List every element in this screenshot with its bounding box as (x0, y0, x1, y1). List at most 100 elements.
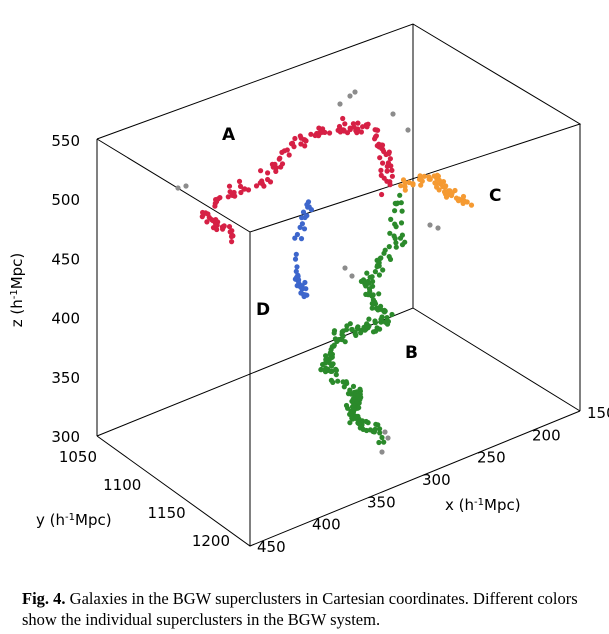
point-A (347, 126, 353, 133)
y-tick-label: 1150 (148, 504, 186, 522)
y-axis-title: y (h-1Mpc) (36, 511, 112, 529)
point-B (377, 430, 383, 436)
tick-labels: 300 350 400 450 500 550 1050 1100 1150 1200 150 200… (51, 132, 609, 556)
point-A (312, 132, 318, 139)
point-B (376, 257, 382, 264)
point-B (356, 405, 362, 411)
point-A (297, 133, 303, 139)
point-A (389, 173, 395, 179)
point-C (443, 194, 450, 200)
point-C (456, 196, 462, 202)
point-B (331, 328, 338, 334)
point-B (377, 426, 383, 432)
point-B (323, 353, 329, 359)
point-C (452, 187, 458, 194)
point-B (376, 439, 382, 446)
point-B (355, 326, 361, 332)
point-B (397, 192, 403, 198)
point-other (183, 183, 189, 189)
point-A (381, 175, 387, 181)
caption-fig-label: Fig. 4. (22, 589, 66, 608)
point-A (272, 161, 278, 167)
point-A (379, 142, 386, 148)
point-B (370, 300, 376, 307)
point-A (355, 126, 361, 132)
point-B (329, 363, 335, 369)
point-A (340, 115, 346, 122)
point-B (380, 267, 386, 273)
point-A (387, 156, 393, 162)
point-A (364, 124, 370, 130)
point-B (353, 415, 359, 421)
point-C (440, 179, 447, 185)
point-C (442, 184, 448, 190)
point-B (347, 420, 353, 426)
point-A (265, 170, 271, 176)
point-B (392, 221, 398, 227)
point-B (369, 274, 375, 280)
point-B (378, 306, 384, 312)
x-axis-title: x (h-1Mpc) (445, 496, 521, 514)
point-B (362, 327, 368, 333)
point-A (257, 180, 263, 186)
z-tick-label: 300 (51, 428, 80, 446)
point-other (342, 265, 348, 271)
point-A (230, 233, 236, 239)
point-A (199, 214, 205, 220)
x-tick-label: 350 (367, 493, 396, 511)
point-B (381, 439, 387, 445)
point-A (303, 138, 309, 144)
point-B (353, 332, 359, 338)
point-D (294, 231, 300, 238)
point-A (276, 156, 282, 162)
scatter-3d-chart: 300 350 400 450 500 550 1050 1100 1150 1200 150 200… (8, 23, 609, 556)
point-B (345, 391, 352, 397)
point-A (225, 194, 231, 200)
point-B (323, 365, 329, 371)
point-A (279, 161, 286, 167)
point-A (355, 120, 361, 126)
point-B (386, 244, 392, 250)
point-other (347, 93, 353, 99)
label-B: B (405, 343, 418, 363)
point-B (398, 220, 405, 226)
point-C (406, 179, 412, 186)
point-A (204, 219, 210, 225)
point-B (366, 280, 372, 286)
point-C (402, 184, 408, 190)
x-tick-label: 300 (422, 471, 451, 489)
point-A (253, 183, 260, 189)
z-tick-label: 500 (51, 191, 80, 209)
figure-caption: Fig. 4. Galaxies in the BGW supercluster… (22, 588, 592, 630)
z-tick-label: 400 (51, 310, 80, 328)
point-A (267, 179, 274, 185)
point-B (333, 336, 339, 342)
caption-text: Galaxies in the BGW superclusters in Car… (22, 589, 578, 629)
point-B (384, 315, 390, 321)
point-A (221, 223, 227, 229)
point-B (382, 247, 388, 253)
point-A (302, 143, 308, 149)
point-A (212, 203, 218, 209)
point-B (372, 318, 378, 324)
point-other (382, 429, 388, 435)
point-C (398, 183, 404, 189)
point-B (370, 292, 376, 298)
point-A (327, 130, 333, 136)
point-C (434, 184, 440, 190)
point-D (299, 215, 305, 221)
point-D (305, 199, 312, 205)
point-B (333, 372, 339, 378)
point-A (386, 149, 392, 155)
x-tick-label: 400 (312, 516, 341, 534)
point-C (400, 177, 407, 183)
point-B (366, 286, 373, 292)
point-B (327, 351, 333, 357)
x-tick-label: 200 (532, 426, 561, 444)
label-A: A (222, 125, 236, 145)
point-A (228, 229, 234, 235)
point-B (377, 326, 383, 332)
point-A (291, 144, 297, 150)
point-B (351, 407, 357, 413)
point-B (379, 434, 385, 441)
